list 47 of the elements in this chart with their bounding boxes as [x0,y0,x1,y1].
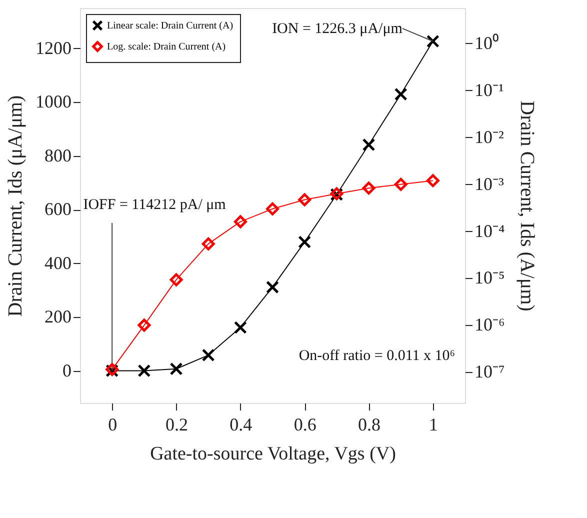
y-tick-label: 600 [44,199,72,220]
point [298,236,312,249]
y-tick-label: 1200 [36,38,72,58]
point [234,321,247,334]
x-tick-label: 0.6 [294,414,316,434]
point [394,178,408,191]
y2-tick-label: 10⁻⁶ [474,314,505,335]
y2-tick-label: 10⁻⁷ [474,362,505,382]
point [202,237,215,250]
y2-axis-title: Drain Current, Ids (A/μm) [516,100,538,312]
point [298,193,312,206]
y2-tick-label: 10⁻² [474,126,504,147]
y-tick-label: 400 [44,252,72,273]
annotation: On-off ratio = 0.011 x 10⁶ [298,348,455,364]
y-tick-label: 1000 [36,92,72,112]
x-tick-label: 0.4 [230,414,252,434]
x-tick-label: 0 [108,414,118,434]
point [266,202,279,216]
x-tick-label: 0.8 [358,414,380,434]
point [394,88,408,101]
point [266,280,279,294]
x-tick-label: 0.2 [166,414,188,434]
point [234,215,247,228]
y-tick-label: 200 [44,306,72,327]
y2-tick-label: 10⁻¹ [474,80,504,100]
y2-tick-label: 10⁻³ [474,174,504,194]
y2-tick-label: 10⁻⁴ [474,220,505,241]
legend-label: Log. scale: Drain Current (A) [107,42,226,52]
point [138,318,151,332]
annotation: IOFF = 114212 pA/ μm [83,197,226,214]
point [426,34,440,48]
y2-tick-label: 10⁻⁵ [474,268,505,288]
point [170,362,183,376]
y-axis-title: Drain Current, Ids (μA/μm) [4,95,26,317]
point [362,138,376,152]
y-tick-label: 800 [44,145,72,166]
point [362,182,376,195]
point [138,364,151,378]
legend-label: Linear scale: Drain Current (A) [107,20,234,32]
y-tick-label: 0 [62,360,72,380]
point [170,273,183,286]
annotation: ION = 1226.3 μA/μm [272,20,403,37]
y2-tick-label: 10⁰ [474,32,498,53]
x-axis-title: Gate-to-source Voltage, Vgs (V) [150,444,396,464]
point [426,174,440,188]
point [202,348,215,362]
x-tick-label: 1 [428,414,438,434]
